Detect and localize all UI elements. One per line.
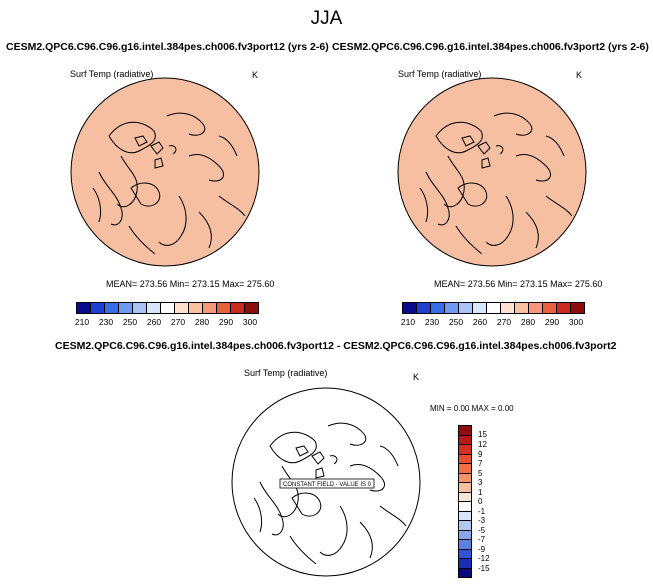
colorbar-swatch xyxy=(528,302,543,314)
colorbar-swatches xyxy=(76,302,259,314)
colorbar-tick-label: 290 xyxy=(218,317,234,327)
colorbar-tick-label: -5 xyxy=(478,526,486,535)
colorbar-swatch xyxy=(104,302,119,314)
colorbar-tick-label: 9 xyxy=(478,450,483,459)
colorbar-swatch xyxy=(146,302,161,314)
colorbar-swatch xyxy=(160,302,175,314)
colorbar-tick-labels: 210 230 250 260 270 280 290 300 xyxy=(396,317,588,327)
colorbar-tick-label: 210 xyxy=(74,317,90,327)
panel-1-stats: MEAN= 273.56 Min= 273.15 Max= 275.60 xyxy=(106,279,275,289)
colorbar-swatch xyxy=(458,567,472,578)
panel-1-units: K xyxy=(252,70,259,80)
colorbar-tick-label: 15 xyxy=(478,430,487,439)
colorbar-swatch xyxy=(188,302,203,314)
colorbar-tick-label: 280 xyxy=(194,317,210,327)
colorbar-tick-label: 270 xyxy=(170,317,186,327)
colorbar-tick-label: 290 xyxy=(544,317,560,327)
diff-panel-units: K xyxy=(413,372,420,382)
diff-panel-title: CESM2.QPC6.C96.C96.g16.intel.384pes.ch00… xyxy=(55,340,617,352)
colorbar-tick-label: 270 xyxy=(496,317,512,327)
constant-field-label: CONSTANT FIELD - VALUE IS 0 xyxy=(283,482,372,488)
colorbar-tick-label: 3 xyxy=(478,478,483,487)
colorbar-swatch xyxy=(118,302,133,314)
colorbar-tick-labels: 210 230 250 260 270 280 290 300 xyxy=(70,317,262,327)
colorbar-swatch xyxy=(472,302,487,314)
diff-vertical-colorbar xyxy=(458,425,474,578)
colorbar-tick-label: 230 xyxy=(98,317,114,327)
colorbar-tick-label: 280 xyxy=(520,317,536,327)
colorbar-swatch xyxy=(132,302,147,314)
colorbar-swatch xyxy=(500,302,515,314)
colorbar-swatch xyxy=(76,302,91,314)
colorbar-swatch xyxy=(444,302,459,314)
colorbar-swatch xyxy=(458,302,473,314)
colorbar-tick-label: 0 xyxy=(478,497,483,506)
panel-2-polar-map xyxy=(397,77,587,267)
colorbar-swatch xyxy=(416,302,431,314)
colorbar-tick-label: 250 xyxy=(122,317,138,327)
colorbar-tick-label: -7 xyxy=(478,535,486,544)
diff-panel-minmax: MIN = 0.00 MAX = 0.00 xyxy=(430,404,514,413)
panel-1-variable: Surf Temp (radiative) xyxy=(70,69,154,79)
colorbar-swatch xyxy=(514,302,529,314)
colorbar-swatch xyxy=(230,302,245,314)
colorbar-tick-label: -15 xyxy=(478,564,490,573)
page-title: JJA xyxy=(310,8,343,29)
colorbar-swatch xyxy=(216,302,231,314)
colorbar-tick-label: -12 xyxy=(478,554,490,563)
colorbar-tick-label: 5 xyxy=(478,469,483,478)
colorbar-tick-label: -3 xyxy=(478,516,486,525)
colorbar-tick-label: 210 xyxy=(400,317,416,327)
colorbar-tick-label: -1 xyxy=(478,507,486,516)
colorbar-tick-label: 12 xyxy=(478,440,487,449)
colorbar-tick-label: 1 xyxy=(478,488,483,497)
colorbar-swatch xyxy=(244,302,259,314)
diff-panel-variable: Surf Temp (radiative) xyxy=(244,368,328,378)
colorbar-tick-label: 300 xyxy=(568,317,584,327)
colorbar-tick-label: 7 xyxy=(478,459,483,468)
colorbar-swatch xyxy=(402,302,417,314)
colorbar-swatch xyxy=(556,302,571,314)
colorbar-swatch xyxy=(90,302,105,314)
panel-2-title: CESM2.QPC6.C96.C96.g16.intel.384pes.ch00… xyxy=(332,41,649,53)
colorbar-swatch xyxy=(570,302,585,314)
colorbar-tick-label: -9 xyxy=(478,545,486,554)
colorbar-swatch xyxy=(486,302,501,314)
panel-1-title: CESM2.QPC6.C96.C96.g16.intel.384pes.ch00… xyxy=(6,41,329,53)
colorbar-tick-label: 260 xyxy=(146,317,162,327)
panel-1-colorbar: 210 230 250 260 270 280 290 300 xyxy=(68,287,259,327)
colorbar-tick-label: 300 xyxy=(242,317,258,327)
panel-1-polar-map xyxy=(70,77,260,267)
panel-2-stats: MEAN= 273.56 Min= 273.15 Max= 275.60 xyxy=(434,279,603,289)
panel-2-variable: Surf Temp (radiative) xyxy=(398,69,482,79)
colorbar-tick-label: 250 xyxy=(448,317,464,327)
colorbar-swatch xyxy=(202,302,217,314)
colorbar-swatch xyxy=(542,302,557,314)
panel-2-colorbar: 210 230 250 260 270 280 290 300 xyxy=(394,287,585,327)
diff-panel-polar-map: CONSTANT FIELD - VALUE IS 0 xyxy=(231,387,421,577)
panel-2-units: K xyxy=(576,70,583,80)
colorbar-tick-label: 230 xyxy=(424,317,440,327)
colorbar-swatch xyxy=(174,302,189,314)
colorbar-tick-label: 260 xyxy=(472,317,488,327)
colorbar-swatches xyxy=(402,302,585,314)
colorbar-swatch xyxy=(430,302,445,314)
